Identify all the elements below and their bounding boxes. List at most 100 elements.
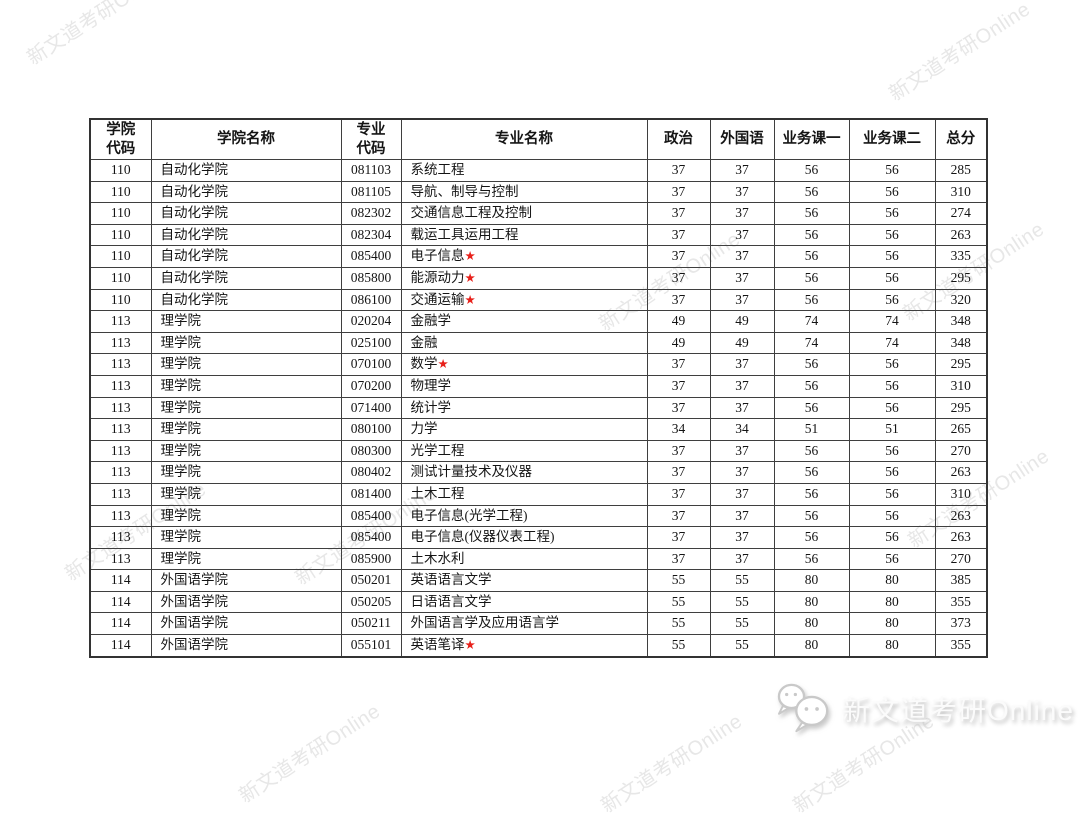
major-code-value: 081400 [350,485,392,501]
college-name-value: 外国语学院 [160,637,229,653]
foreign-language-score-value: 55 [735,572,749,588]
course2-score-value: 56 [885,529,899,545]
major-code-value: 070100 [350,356,392,372]
total-score-value: 335 [950,248,971,264]
college-name-value: 外国语学院 [160,593,229,609]
college-code-value: 113 [110,399,131,415]
foreign-language-score-value: 37 [735,248,749,264]
major-code-cell: 080402 [340,461,402,484]
total-score-cell: 295 [934,266,988,290]
course2-score-value: 56 [885,248,899,264]
table-row: 114 外国语学院 055101 英语笔译★ 55 55 80 80 355 [89,634,988,658]
college-name-value: 理学院 [160,377,202,393]
politics-score-cell: 55 [646,634,711,658]
column-header-course1-score: 业务课一 [773,118,850,160]
college-name-value: 理学院 [160,313,202,329]
column-header-politics-score: 政治 [646,118,711,160]
column-header-foreign-language-score: 外国语 [709,118,775,160]
college-code-value: 113 [110,313,131,329]
wechat-icon [777,683,829,733]
watermark-text: 新文道考研Online [23,0,173,70]
major-name-value: 外国语言学及应用语言学 [410,615,560,631]
college-code-cell: 113 [89,310,152,333]
total-score-cell: 265 [934,418,988,441]
brand-logo: 新文道考研Online [776,682,1074,736]
college-name-value: 自动化学院 [160,183,229,199]
major-code-cell: 085400 [340,526,402,549]
major-code-value: 086100 [350,291,392,307]
foreign-language-score-cell: 37 [709,245,775,268]
course2-score-cell: 80 [848,569,936,592]
course1-score-value: 56 [804,529,819,545]
course1-score-value: 56 [804,226,819,242]
major-name-value: 电子信息 [410,248,465,264]
major-name-cell: 电子信息(光学工程) [400,504,648,528]
politics-score-value: 37 [671,464,686,480]
college-code-cell: 110 [89,180,152,204]
college-code-value: 113 [110,356,131,372]
table-row: 113 理学院 085400 电子信息(光学工程) 37 37 56 56 263 [89,504,988,528]
course2-score-cell: 51 [848,418,936,441]
star-icon: ★ [464,638,476,653]
course1-score-value: 56 [804,183,819,199]
major-code-cell: 020204 [340,310,402,333]
college-name-value: 理学院 [160,356,202,372]
college-name-value: 自动化学院 [160,291,229,307]
course2-score-cell: 56 [848,266,936,290]
major-code-cell: 055101 [340,634,402,658]
politics-score-value: 37 [671,183,686,199]
foreign-language-score-cell: 37 [709,202,775,225]
college-name-value: 理学院 [160,529,202,545]
college-code-cell: 114 [89,590,152,614]
college-code-cell: 113 [89,331,152,355]
foreign-language-score-value: 37 [735,377,749,393]
star-icon: ★ [464,270,476,285]
college-name-value: 理学院 [160,464,202,480]
politics-score-cell: 37 [646,180,711,204]
star-icon: ★ [437,357,449,372]
college-name-cell: 理学院 [150,482,342,506]
course1-score-cell: 56 [773,482,850,506]
college-code-cell: 113 [89,482,152,506]
course2-score-value: 56 [885,399,899,415]
foreign-language-score-cell: 37 [709,374,775,398]
foreign-language-score-cell: 55 [709,612,775,636]
college-code-cell: 113 [89,504,152,528]
politics-score-cell: 55 [646,590,711,614]
politics-score-cell: 37 [646,266,711,290]
politics-score-value: 49 [671,334,686,350]
foreign-language-score-value: 37 [735,269,749,285]
major-name-value: 能源动力 [410,269,465,285]
college-name-value: 理学院 [160,334,202,350]
major-name-cell: 载运工具运用工程 [400,223,648,247]
politics-score-value: 37 [671,248,686,264]
foreign-language-score-cell: 37 [709,223,775,247]
course1-score-cell: 80 [773,634,850,658]
college-name-cell: 理学院 [150,526,342,549]
course1-score-value: 74 [804,334,819,350]
course2-score-cell: 56 [848,504,936,528]
college-code-cell: 110 [89,245,152,268]
course1-score-value: 56 [804,248,819,264]
course2-score-value: 56 [885,291,899,307]
course2-score-value: 56 [885,464,899,480]
college-name-value: 外国语学院 [160,615,229,631]
major-code-cell: 082304 [340,223,402,247]
major-name-cell: 物理学 [400,374,648,398]
major-code-value: 080100 [350,421,392,437]
major-name-value: 统计学 [410,399,452,415]
college-name-value: 自动化学院 [160,269,229,285]
politics-score-value: 37 [671,356,686,372]
politics-score-cell: 37 [646,245,711,268]
major-code-value: 070200 [350,377,392,393]
table-row: 113 理学院 070200 物理学 37 37 56 56 310 [89,374,988,398]
politics-score-cell: 37 [646,526,711,549]
major-code-cell: 070100 [340,353,402,376]
politics-score-cell: 49 [646,310,711,333]
course2-score-value: 56 [885,162,899,177]
politics-score-value: 37 [671,205,686,221]
college-code-value: 114 [110,637,131,653]
major-name-value: 金融学 [410,313,452,329]
course2-score-value: 56 [885,507,899,523]
foreign-language-score-cell: 37 [709,547,775,571]
